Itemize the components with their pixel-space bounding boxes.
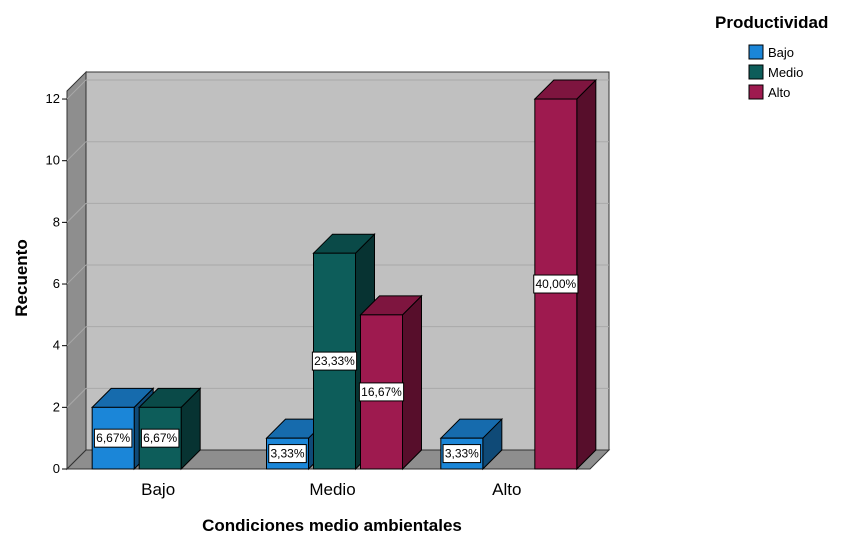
data-label-text: 6,67% (143, 431, 177, 445)
data-label-box (358, 382, 405, 402)
side-gridline (66, 203, 87, 223)
legend-item-alto: Alto (748, 84, 790, 100)
data-label: 3,33% (442, 444, 482, 464)
data-label-box (442, 444, 482, 464)
legend-label: Alto (768, 85, 790, 100)
data-label: 23,33% (311, 351, 358, 371)
data-label-text: 40,00% (535, 277, 576, 291)
data-label-box (93, 428, 133, 448)
x-category-label: Medio (309, 480, 355, 499)
data-label-box (311, 351, 358, 371)
legend-label: Medio (768, 65, 803, 80)
y-tick-label: 8 (53, 214, 60, 229)
y-tick-label: 10 (46, 153, 60, 168)
legend: Productividad Bajo Medio Alto (715, 13, 828, 100)
side-gridline (66, 264, 87, 285)
side-gridline (66, 141, 87, 162)
x-category-label: Bajo (141, 480, 175, 499)
data-label-text: 3,33% (270, 447, 304, 461)
data-label: 6,67% (93, 428, 133, 448)
legend-swatch (748, 64, 764, 80)
y-axis-title: Recuento (12, 239, 31, 316)
legend-items: Bajo Medio Alto (748, 44, 803, 100)
y-axis-ticks: 0 2 4 6 8 10 12 (46, 91, 67, 476)
data-label-text: 6,67% (96, 431, 130, 445)
legend-swatch (748, 44, 764, 60)
x-axis-title: Condiciones medio ambientales (202, 516, 462, 535)
bar-side (576, 78, 597, 471)
data-label-box (268, 444, 307, 464)
side-wall (66, 70, 87, 471)
bar-medio-bajo (137, 387, 202, 471)
y-tick-label: 2 (53, 399, 60, 414)
bar-alto-medio (359, 294, 423, 471)
legend-label: Bajo (768, 45, 794, 60)
y-tick-label: 4 (53, 338, 60, 353)
y-tick-label: 0 (53, 461, 60, 476)
data-label-box (533, 274, 579, 294)
data-label: 40,00% (533, 274, 579, 294)
data-label: 3,33% (268, 444, 307, 464)
legend-title: Productividad (715, 13, 828, 32)
data-label: 16,67% (358, 382, 405, 402)
legend-item-medio: Medio (748, 64, 803, 80)
side-gridline (66, 387, 87, 408)
legend-swatch (748, 84, 764, 100)
side-gridline (66, 326, 87, 347)
bar-side (402, 294, 422, 471)
y-tick-label: 12 (46, 91, 60, 106)
x-category-label: Alto (492, 480, 521, 499)
side-gridline (66, 79, 87, 100)
x-axis-categories: Bajo Medio Alto (141, 480, 521, 499)
legend-item-bajo: Bajo (748, 44, 794, 60)
data-label-text: 23,33% (314, 354, 355, 368)
data-label-box (140, 428, 180, 448)
data-label-text: 3,33% (445, 447, 479, 461)
data-label: 6,67% (140, 428, 180, 448)
y-tick-label: 6 (53, 276, 60, 291)
data-labels: 6,67% 6,67% 3,33% 23,33% 16,67% 3,33% 40,00% (93, 274, 579, 464)
data-label-text: 16,67% (361, 385, 402, 399)
